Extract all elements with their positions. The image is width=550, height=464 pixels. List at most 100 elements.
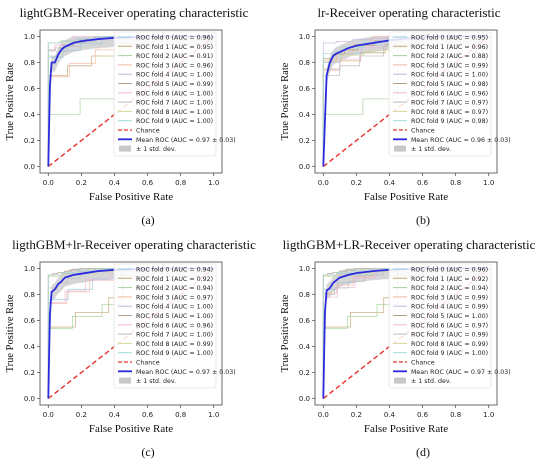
panel-label: (c) [141,445,154,459]
chart-title: ligthGBM+LR-Receiver operating character… [283,237,536,252]
legend: ROC fold 0 (AUC = 0.95) ROC fold 1 (AUC =… [388,31,511,157]
roc-fold-curve [322,268,489,399]
y-tick-label: 0.2 [24,369,35,377]
legend-fold-label: ROC fold 2 (AUC = 0.88) [411,53,488,60]
legend-fold-label: ROC fold 4 (AUC = 1.00) [136,72,213,79]
legend-std-label: ± 1 std. dev. [411,378,451,385]
roc-chart-svg: ligthGBM+LR-Receiver operating character… [280,237,536,459]
x-tick-label: 0.8 [450,411,461,419]
legend-chance-label: Chance [136,360,160,367]
legend-fold-label: ROC fold 2 (AUC = 0.94) [411,285,488,292]
y-tick-label: 0.0 [24,163,35,171]
legend-std-swatch [119,145,131,152]
x-tick-label: 0.8 [175,179,186,187]
roc-fold-curve [322,268,489,399]
x-tick-label: 1.0 [208,411,219,419]
legend-fold-label: ROC fold 8 (AUC = 0.99) [136,341,213,348]
panel-label: (b) [416,213,430,227]
legend-fold-label: ROC fold 7 (AUC = 1.00) [136,332,213,339]
roc-fold-curve [322,36,489,167]
y-tick-label: 0.4 [24,343,36,351]
y-tick-label: 1.0 [299,265,310,273]
x-tick-label: 1.0 [208,179,219,187]
y-tick-label: 0.0 [299,395,310,403]
legend-fold-label: ROC fold 2 (AUC = 0.91) [136,53,213,60]
legend-fold-label: ROC fold 3 (AUC = 0.99) [411,62,488,69]
panel-d: ligthGBM+LR-Receiver operating character… [275,232,550,464]
legend: ROC fold 0 (AUC = 0.96) ROC fold 1 (AUC =… [113,31,236,157]
legend-std-swatch [119,377,131,384]
legend-mean-label: Mean ROC (AUC = 0.97 ± 0.03) [136,369,236,376]
x-tick-label: 0.0 [318,179,329,187]
y-axis-label: True Positive Rate [5,62,16,140]
y-tick-label: 0.4 [24,111,36,119]
x-tick-label: 0.2 [351,411,362,419]
std-band [48,36,214,167]
y-axis-label: True Positive Rate [280,62,291,140]
chart-title: ligthGBM+lr-Receiver operating character… [12,237,256,252]
y-tick-label: 0.0 [24,395,35,403]
legend-mean-label: Mean ROC (AUC = 0.96 ± 0.03) [411,137,511,144]
roc-fold-curve [47,268,214,399]
x-tick-label: 0.0 [318,411,329,419]
legend-box [388,31,492,157]
legend-fold-label: ROC fold 6 (AUC = 1.00) [136,90,213,97]
x-tick-label: 0.2 [351,179,362,187]
x-tick-label: 0.4 [109,411,121,419]
legend-fold-label: ROC fold 9 (AUC = 1.00) [411,350,488,357]
y-tick-label: 0.0 [299,163,310,171]
roc-fold-curve [47,36,214,167]
y-tick-label: 0.6 [24,317,36,325]
y-tick-label: 0.2 [299,137,310,145]
x-axis-label: False Positive Rate [89,191,173,203]
legend-std-label: ± 1 std. dev. [136,378,176,385]
legend-std-label: ± 1 std. dev. [136,146,176,153]
panel-label: (a) [141,213,154,227]
chart-title: lr-Receiver operating characteristic [317,5,500,20]
legend-fold-label: ROC fold 8 (AUC = 0.99) [411,341,488,348]
legend: ROC fold 0 (AUC = 0.94) ROC fold 1 (AUC =… [113,263,236,389]
legend-fold-label: ROC fold 1 (AUC = 0.95) [136,44,213,51]
y-tick-label: 0.8 [299,59,310,67]
roc-chart-svg: lightGBM-Receiver operating characterist… [5,5,249,227]
x-tick-label: 1.0 [483,411,494,419]
x-axis-label: False Positive Rate [364,191,448,203]
x-tick-label: 0.8 [175,411,186,419]
legend-chance-label: Chance [411,128,435,135]
legend-mean-label: Mean ROC (AUC = 0.97 ± 0.03) [136,137,236,144]
legend-fold-label: ROC fold 9 (AUC = 0.98) [411,118,488,125]
legend-box [113,31,217,157]
legend-fold-label: ROC fold 6 (AUC = 0.96) [136,322,213,329]
legend-std-label: ± 1 std. dev. [411,146,451,153]
legend-mean-label: Mean ROC (AUC = 0.97 ± 0.03) [411,369,511,376]
y-tick-label: 0.2 [24,137,35,145]
x-tick-label: 0.6 [417,411,429,419]
roc-fold-curve [47,36,214,167]
std-band [323,268,489,399]
y-tick-label: 0.8 [299,291,310,299]
y-tick-label: 0.6 [299,85,311,93]
legend-chance-label: Chance [411,360,435,367]
legend-fold-label: ROC fold 0 (AUC = 0.94) [136,267,213,274]
legend-fold-label: ROC fold 4 (AUC = 1.00) [411,72,488,79]
legend-fold-label: ROC fold 1 (AUC = 0.96) [411,44,488,51]
x-tick-label: 0.6 [142,411,154,419]
y-tick-label: 0.2 [299,369,310,377]
x-axis-label: False Positive Rate [364,423,448,435]
roc-chart-svg: ligthGBM+lr-Receiver operating character… [5,237,256,459]
legend-fold-label: ROC fold 5 (AUC = 0.99) [136,81,213,88]
roc-chart-svg: lr-Receiver operating characteristic 0.0 0… [280,5,511,227]
panel-b: lr-Receiver operating characteristic 0.0 0… [275,0,550,232]
panel-c: ligthGBM+lr-Receiver operating character… [0,232,275,464]
x-tick-label: 0.2 [76,179,87,187]
y-tick-label: 0.6 [299,317,311,325]
legend-box [113,263,217,389]
legend-fold-label: ROC fold 4 (AUC = 0.99) [411,304,488,311]
legend-fold-label: ROC fold 3 (AUC = 0.97) [136,294,213,301]
legend-fold-label: ROC fold 0 (AUC = 0.96) [411,267,488,274]
x-tick-label: 1.0 [483,179,494,187]
legend-std-swatch [394,377,406,384]
x-tick-label: 0.6 [142,179,154,187]
y-tick-label: 1.0 [299,33,310,41]
std-band [48,268,214,399]
